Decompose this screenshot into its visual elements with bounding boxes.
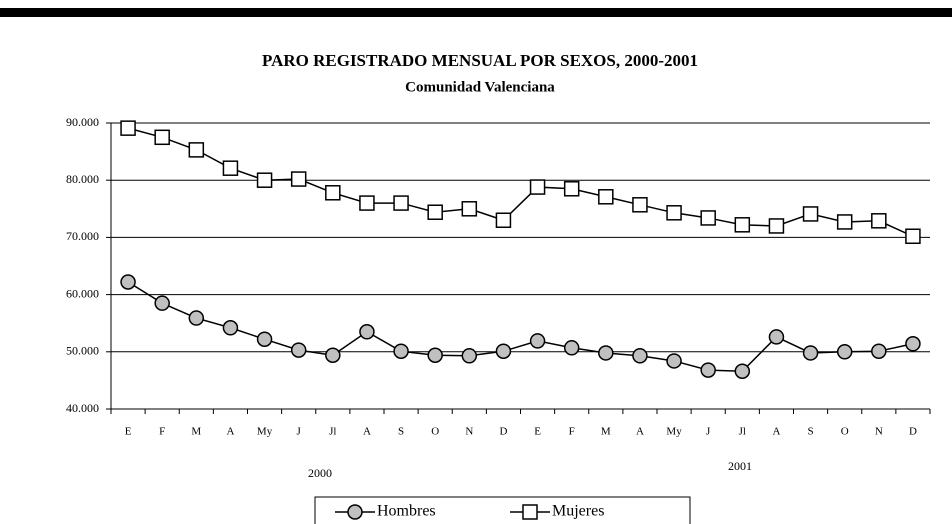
series-line (127, 281, 914, 373)
marker (427, 347, 443, 363)
y-tick-label: 90.000 (66, 115, 99, 129)
x-tick-label: S (398, 426, 404, 438)
marker (734, 217, 751, 233)
legend-label: Mujeres (552, 503, 604, 520)
marker (563, 181, 580, 197)
marker (120, 120, 136, 136)
marker (666, 353, 682, 369)
marker (359, 195, 375, 211)
x-tick-label: E (125, 426, 132, 438)
marker (632, 348, 648, 364)
marker (598, 189, 614, 205)
marker (188, 310, 205, 326)
y-tick-label: 40.000 (66, 401, 99, 415)
x-tick-label: A (226, 426, 234, 438)
marker (700, 362, 716, 378)
marker (188, 142, 205, 158)
x-tick-label: N (465, 426, 473, 438)
x-tick-label: D (499, 426, 507, 438)
chart-subtitle: Comunidad Valenciana (405, 79, 555, 95)
x-tick-label: My (257, 426, 273, 438)
marker (871, 343, 887, 359)
marker (256, 331, 273, 347)
x-tick-label: A (636, 426, 644, 438)
chart-title: PARO REGISTRADO MENSUAL POR SEXOS, 2000-… (262, 51, 698, 70)
x-tick-label: F (569, 426, 575, 438)
marker (290, 342, 307, 358)
marker (256, 172, 273, 188)
marker (120, 274, 136, 290)
marker (836, 344, 853, 360)
x-tick-label: J (297, 426, 302, 438)
marker (666, 205, 682, 221)
y-tick-label: 70.000 (66, 229, 99, 243)
marker (768, 329, 785, 345)
legend-label: Hombres (377, 503, 436, 520)
marker (522, 504, 538, 520)
marker (325, 347, 341, 363)
marker (905, 336, 921, 352)
marker (347, 504, 363, 520)
marker (393, 343, 409, 359)
marker (734, 363, 751, 379)
marker (836, 214, 853, 230)
marker (290, 171, 307, 187)
top-bar (0, 8, 952, 17)
marker (222, 160, 239, 176)
x-tick-label: F (159, 426, 165, 438)
marker (700, 210, 716, 226)
marker (393, 195, 409, 211)
marker (529, 333, 546, 349)
marker (325, 185, 341, 201)
marker (461, 201, 478, 217)
marker (154, 129, 170, 146)
x-tick-label: O (841, 426, 849, 438)
x-tick-label: M (191, 426, 201, 438)
marker (529, 179, 546, 195)
marker (495, 343, 512, 359)
year-label: 2001 (728, 459, 752, 473)
y-tick-label: 50.000 (66, 344, 99, 358)
x-tick-label: M (601, 426, 611, 438)
x-tick-label: Jl (739, 426, 746, 438)
marker (802, 345, 819, 361)
marker (427, 204, 443, 220)
x-tick-label: D (909, 426, 917, 438)
x-tick-label: J (706, 426, 711, 438)
marker (598, 345, 614, 361)
x-tick-label: Jl (329, 426, 336, 438)
marker (871, 213, 887, 229)
marker (495, 212, 512, 228)
y-tick-label: 80.000 (66, 172, 99, 186)
x-tick-label: E (534, 426, 541, 438)
marker (632, 197, 648, 213)
x-tick-label: My (666, 426, 682, 438)
marker (768, 218, 785, 234)
series-line (127, 127, 914, 237)
marker (461, 348, 478, 364)
marker (359, 324, 375, 340)
marker (154, 295, 170, 311)
marker (563, 340, 580, 356)
x-tick-label: A (772, 426, 780, 438)
legend-box (314, 496, 691, 524)
x-tick-label: S (808, 426, 814, 438)
x-tick-label: N (875, 426, 883, 438)
marker (802, 206, 819, 222)
x-tick-label: A (363, 426, 371, 438)
x-tick-label: O (431, 426, 439, 438)
marker (222, 320, 239, 336)
year-label: 2000 (308, 466, 332, 480)
y-tick-label: 60.000 (66, 286, 99, 300)
marker (905, 228, 921, 245)
